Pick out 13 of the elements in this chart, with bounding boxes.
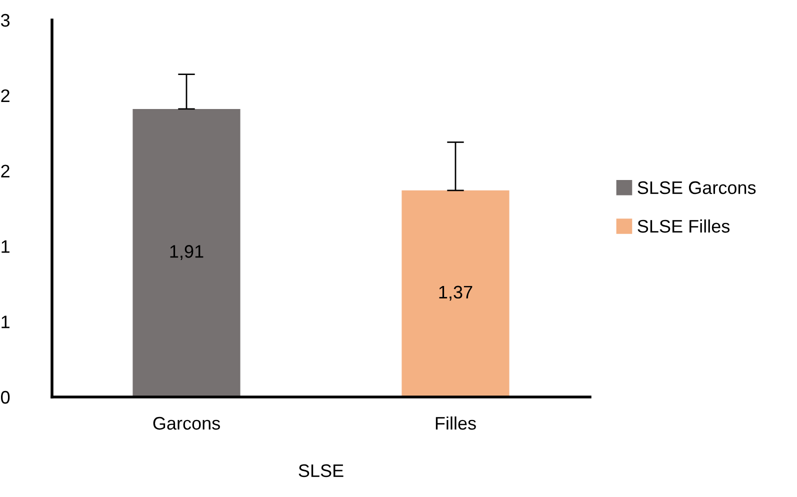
y-tick-label: 3: [0, 14, 10, 27]
data-label: 1,91: [170, 245, 204, 260]
y-tick-label: 2: [1, 89, 10, 102]
legend-label: SLSE Garcons: [638, 181, 756, 194]
legend-label: SLSE Filles: [638, 219, 730, 233]
x-axis-title: SLSE: [298, 464, 344, 478]
y-tick-label: 1: [2, 240, 10, 253]
y-tick-label: 0: [1, 390, 10, 404]
data-label: 1,37: [439, 286, 472, 301]
y-tick-label: 2: [1, 164, 10, 178]
x-tick-label: Garcons: [153, 416, 220, 430]
y-tick-label: 1: [2, 316, 10, 328]
x-tick-label: Filles: [436, 416, 476, 430]
